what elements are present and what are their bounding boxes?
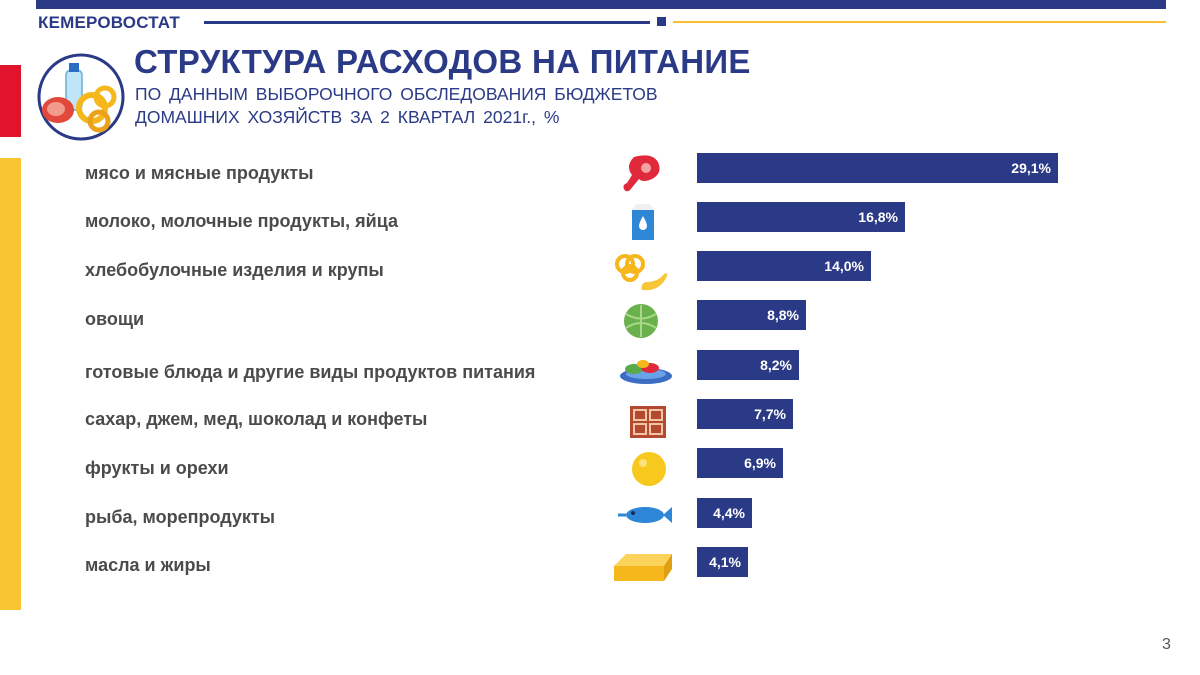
bar-value-label: 4,1% — [709, 554, 741, 570]
fish-icon — [618, 507, 672, 523]
bar-value-label: 8,2% — [760, 357, 792, 373]
bar-value-label: 16,8% — [858, 209, 898, 225]
bar — [697, 399, 793, 429]
header-rule-square — [657, 17, 666, 26]
category-label: молоко, молочные продукты, яйца — [85, 211, 399, 231]
category-label: фрукты и орехи — [85, 458, 229, 478]
bar — [697, 350, 799, 380]
top-bar — [36, 0, 1166, 9]
bar — [697, 547, 748, 577]
bar-value-label: 6,9% — [744, 455, 776, 471]
milk-carton-icon — [632, 204, 654, 240]
bar — [697, 202, 905, 232]
page-number: 3 — [1162, 636, 1171, 653]
bar — [697, 153, 1058, 183]
bar — [697, 498, 752, 528]
bar-value-label: 4,4% — [713, 505, 745, 521]
header-rule-gold — [673, 21, 1166, 23]
bar — [697, 448, 783, 478]
chocolate-bar-icon — [630, 406, 666, 438]
header-rule-blue — [204, 21, 650, 24]
pretzel-croissant-icon — [615, 254, 668, 291]
brand-name: КЕМЕРОВОСТАТ — [38, 13, 181, 32]
cabbage-icon — [624, 304, 658, 338]
bar-value-label: 14,0% — [824, 258, 864, 274]
bar — [697, 251, 871, 281]
subtitle-line-1: ПО ДАННЫМ ВЫБОРОЧНОГО ОБСЛЕДОВАНИЯ БЮДЖЕ… — [135, 84, 658, 104]
bar — [697, 300, 806, 330]
category-label: сахар, джем, мед, шоколад и конфеты — [85, 409, 428, 429]
bar-value-label: 29,1% — [1011, 160, 1051, 176]
orange-icon — [632, 452, 666, 486]
page-title: СТРУКТУРА РАСХОДОВ НА ПИТАНИЕ — [134, 43, 751, 80]
page-subtitle: ПО ДАННЫМ ВЫБОРОЧНОГО ОБСЛЕДОВАНИЯ БЮДЖЕ… — [135, 83, 658, 129]
category-label: овощи — [85, 309, 145, 329]
category-label: масла и жиры — [85, 555, 211, 575]
subtitle-line-2: ДОМАШНИХ ХОЗЯЙСТВ ЗА 2 КВАРТАЛ 2021г., % — [135, 107, 560, 127]
side-accent-yellow — [0, 158, 21, 610]
meat-icon — [623, 155, 660, 192]
category-label: мясо и мясные продукты — [85, 163, 314, 183]
food-logo-icon — [37, 53, 125, 141]
category-label: хлебобулочные изделия и крупы — [85, 260, 384, 280]
salad-plate-icon — [620, 360, 672, 384]
category-label: рыба, морепродукты — [85, 507, 276, 527]
side-accent-red — [0, 65, 21, 137]
category-label: готовые блюда и другие виды продуктов пи… — [85, 362, 536, 382]
bar-value-label: 7,7% — [754, 406, 786, 422]
butter-icon — [614, 554, 672, 581]
bar-value-label: 8,8% — [767, 307, 799, 323]
